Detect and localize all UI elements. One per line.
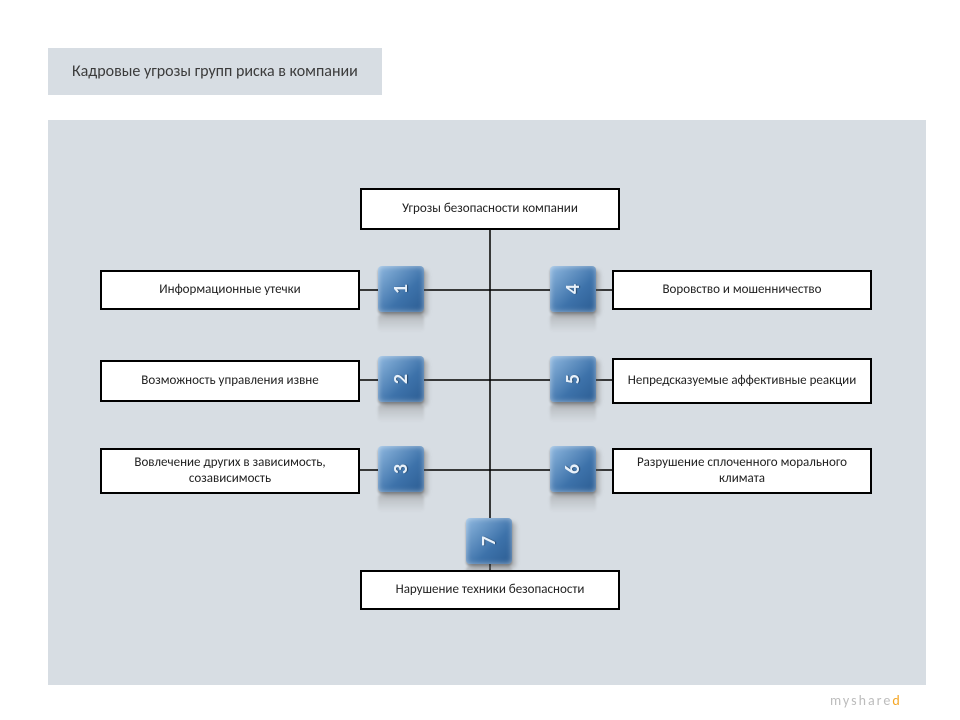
node-n4-label: Воровство и мошенничество (662, 282, 821, 298)
node-n4-block: 4 (550, 266, 596, 312)
node-n2-block-face: 2 (378, 356, 424, 402)
node-n1-number: 1 (389, 284, 413, 294)
node-n7-block-face: 7 (466, 518, 512, 564)
node-n1-reflection (378, 314, 424, 332)
node-n3: Вовлечение других в зависимость, созавис… (100, 448, 360, 494)
node-n5-label: Непредсказуемые аффективные реакции (628, 373, 856, 389)
node-n1-block: 1 (378, 266, 424, 312)
node-n2-label: Возможность управления извне (141, 373, 318, 389)
node-n7-number: 7 (477, 536, 501, 546)
node-n3-block-face: 3 (378, 446, 424, 492)
node-n6-block: 6 (550, 446, 596, 492)
node-n7: Нарушение техники безопасности (360, 570, 620, 610)
node-n3-label: Вовлечение других в зависимость, созавис… (110, 455, 350, 488)
node-n2: Возможность управления извне (100, 360, 360, 402)
root-node: Угрозы безопасности компании (360, 188, 620, 230)
node-n3-reflection (378, 494, 424, 512)
node-n7-label: Нарушение техники безопасности (396, 582, 585, 598)
node-n6-label: Разрушение сплоченного морального климат… (622, 455, 862, 488)
node-n5-number: 5 (561, 374, 585, 384)
node-n5-block-face: 5 (550, 356, 596, 402)
node-n3-block: 3 (378, 446, 424, 492)
node-n2-reflection (378, 404, 424, 422)
node-n6-number: 6 (561, 464, 585, 474)
node-n1-block-face: 1 (378, 266, 424, 312)
node-n5: Непредсказуемые аффективные реакции (612, 358, 872, 404)
node-n6: Разрушение сплоченного морального климат… (612, 448, 872, 494)
node-n1-label: Информационные утечки (159, 282, 300, 298)
node-n6-block-face: 6 (550, 446, 596, 492)
node-n6-reflection (550, 494, 596, 512)
node-n5-block: 5 (550, 356, 596, 402)
node-n5-reflection (550, 404, 596, 422)
node-n7-block: 7 (466, 518, 512, 564)
node-n2-block: 2 (378, 356, 424, 402)
root-node-label: Угрозы безопасности компании (402, 201, 578, 217)
node-n3-number: 3 (389, 464, 413, 474)
node-n4-number: 4 (561, 284, 585, 294)
node-n2-number: 2 (389, 374, 413, 384)
node-n4-reflection (550, 314, 596, 332)
node-n1: Информационные утечки (100, 270, 360, 310)
node-n4: Воровство и мошенничество (612, 270, 872, 310)
node-n4-block-face: 4 (550, 266, 596, 312)
